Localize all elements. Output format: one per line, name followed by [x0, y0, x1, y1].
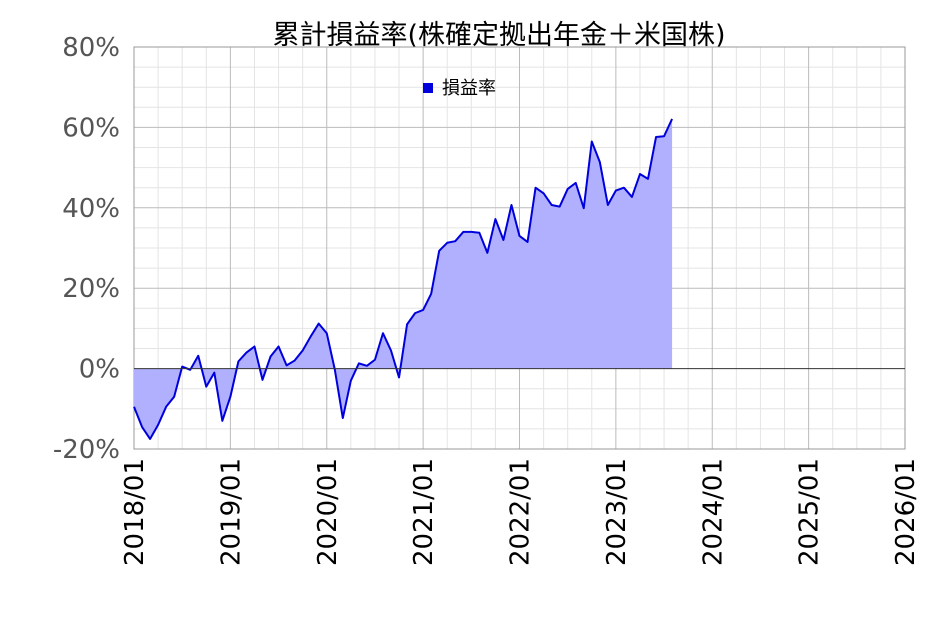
series-area [134, 118, 673, 439]
x-tick-label: 2022/01 [506, 458, 536, 566]
x-tick-label: 2026/01 [891, 458, 921, 566]
y-tick-label: 60% [62, 113, 120, 143]
x-tick-label: 2021/01 [409, 458, 439, 566]
x-axis-ticks: 2018/01 2019/01 2020/01 2021/01 2022/01 2023/… [120, 458, 921, 566]
y-tick-label: 80% [62, 33, 120, 63]
x-tick-label: 2025/01 [795, 458, 825, 566]
x-tick-label: 2024/01 [698, 458, 728, 566]
x-tick-label: 2020/01 [313, 458, 343, 566]
x-tick-label: 2019/01 [216, 458, 246, 566]
y-tick-label: 20% [62, 274, 120, 304]
plot-border [133, 46, 906, 450]
legend: 損益率 [423, 78, 496, 99]
plot-series [133, 118, 905, 440]
chart-title: 累計損益率(株確定拠出年金＋米国株) [272, 20, 725, 51]
series-line [133, 118, 673, 440]
legend-label: 損益率 [442, 78, 496, 99]
y-tick-label: -20% [53, 435, 120, 465]
y-tick-label: 40% [62, 194, 120, 224]
y-tick-label: 0% [79, 355, 120, 385]
y-axis-ticks: -20% 0% 20% 40% 60% 80% [53, 33, 120, 465]
x-tick-label: 2023/01 [602, 458, 632, 566]
legend-swatch [423, 83, 433, 93]
x-tick-label: 2018/01 [120, 458, 150, 566]
